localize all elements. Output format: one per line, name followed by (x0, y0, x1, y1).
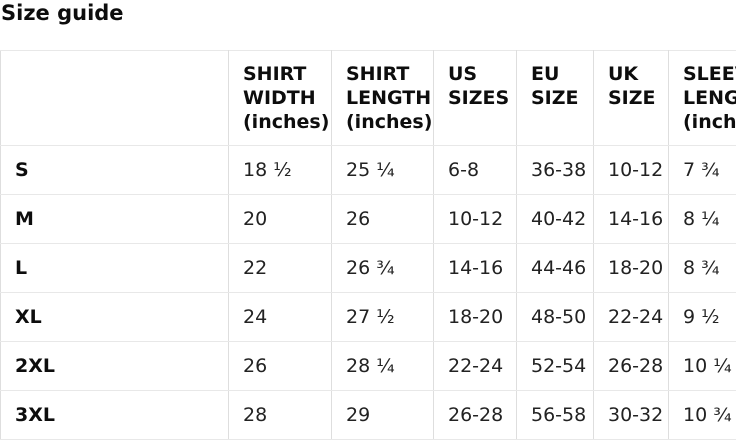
table-row-2xl: 2XL 26 28 ¼ 22-24 52-54 26-28 10 ¼ (0, 341, 736, 391)
header-cell-uk-size: UK SIZE (593, 50, 669, 146)
table-cell: 26 (228, 341, 332, 391)
table-cell: 26-28 (433, 390, 517, 440)
table-cell: 20 (228, 194, 332, 244)
size-label: S (0, 145, 229, 195)
table-cell: 10-12 (593, 145, 669, 195)
table-row-m: M 20 26 10-12 40-42 14-16 8 ¼ (0, 194, 736, 244)
table-cell: 56-58 (516, 390, 594, 440)
table-cell: 10 ¾ (668, 390, 736, 440)
table-cell: 18-20 (593, 243, 669, 293)
table-cell: 14-16 (433, 243, 517, 293)
size-label: XL (0, 292, 229, 342)
table-cell: 26-28 (593, 341, 669, 391)
table-cell: 25 ¼ (331, 145, 434, 195)
table-cell: 7 ¾ (668, 145, 736, 195)
table-row-s: S 18 ½ 25 ¼ 6-8 36-38 10-12 7 ¾ (0, 145, 736, 195)
table-row-l: L 22 26 ¾ 14-16 44-46 18-20 8 ¾ (0, 243, 736, 293)
table-cell: 26 ¾ (331, 243, 434, 293)
table-cell: 14-16 (593, 194, 669, 244)
size-label: M (0, 194, 229, 244)
table-row-3xl: 3XL 28 29 26-28 56-58 30-32 10 ¾ (0, 390, 736, 440)
header-cell-shirt-width: SHIRT WIDTH (inches) (228, 50, 332, 146)
table-cell: 22 (228, 243, 332, 293)
size-guide-table: SHIRT WIDTH (inches) SHIRT LENGTH (inche… (0, 50, 736, 440)
header-cell-empty (0, 50, 229, 146)
header-row: SHIRT WIDTH (inches) SHIRT LENGTH (inche… (0, 50, 736, 146)
table-cell: 28 (228, 390, 332, 440)
table-cell: 30-32 (593, 390, 669, 440)
page-title: Size guide (1, 1, 124, 25)
table-cell: 6-8 (433, 145, 517, 195)
size-table-viewport: SHIRT WIDTH (inches) SHIRT LENGTH (inche… (0, 50, 736, 442)
header-cell-sleeve-length: SLEEVE LENGTH (inches) (668, 50, 736, 146)
size-label: 2XL (0, 341, 229, 391)
size-label: L (0, 243, 229, 293)
table-cell: 18 ½ (228, 145, 332, 195)
table-cell: 10-12 (433, 194, 517, 244)
table-cell: 24 (228, 292, 332, 342)
header-cell-us-sizes: US SIZES (433, 50, 517, 146)
table-cell: 8 ¾ (668, 243, 736, 293)
table-cell: 40-42 (516, 194, 594, 244)
table-cell: 48-50 (516, 292, 594, 342)
table-cell: 10 ¼ (668, 341, 736, 391)
table-cell: 18-20 (433, 292, 517, 342)
table-cell: 44-46 (516, 243, 594, 293)
size-label: 3XL (0, 390, 229, 440)
table-cell: 26 (331, 194, 434, 244)
table-cell: 52-54 (516, 341, 594, 391)
table-cell: 9 ½ (668, 292, 736, 342)
header-cell-shirt-length: SHIRT LENGTH (inches) (331, 50, 434, 146)
table-cell: 36-38 (516, 145, 594, 195)
table-cell: 27 ½ (331, 292, 434, 342)
table-row-xl: XL 24 27 ½ 18-20 48-50 22-24 9 ½ (0, 292, 736, 342)
table-cell: 22-24 (433, 341, 517, 391)
header-cell-eu-size: EU SIZE (516, 50, 594, 146)
table-cell: 28 ¼ (331, 341, 434, 391)
table-cell: 29 (331, 390, 434, 440)
table-cell: 8 ¼ (668, 194, 736, 244)
table-cell: 22-24 (593, 292, 669, 342)
